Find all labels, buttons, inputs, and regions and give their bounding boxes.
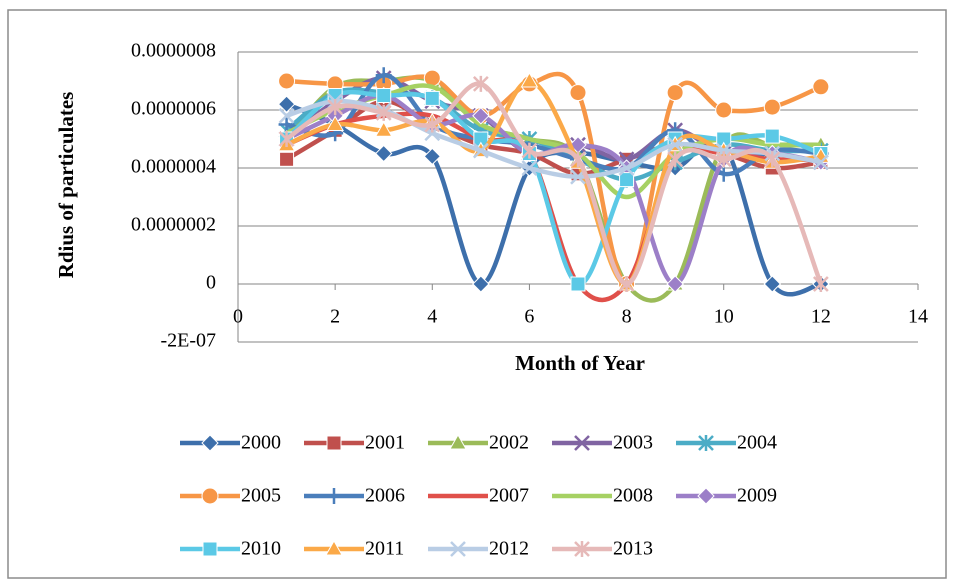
marker (423, 147, 441, 166)
legend-label: 2007 (489, 485, 529, 507)
marker (472, 107, 490, 125)
legend-label: 2009 (737, 485, 777, 507)
legend-marker (697, 487, 715, 505)
legend-marker (574, 435, 590, 451)
marker (812, 276, 829, 292)
legend-label: 2008 (613, 485, 653, 507)
marker (764, 128, 780, 144)
marker (278, 131, 295, 147)
legend-label: 2003 (613, 432, 653, 454)
marker (763, 275, 781, 293)
x-tick-label: 4 (427, 306, 437, 328)
legend-marker (202, 541, 218, 557)
marker (570, 276, 586, 292)
legend-label: 2000 (241, 432, 281, 454)
marker (326, 115, 345, 131)
marker (375, 67, 392, 84)
legend-marker (201, 434, 219, 452)
y-tick-label: 0 (206, 272, 216, 294)
marker (812, 154, 829, 171)
x-axis-title: Month of Year (515, 351, 645, 375)
series (278, 75, 829, 292)
marker (570, 151, 586, 168)
legend-marker (574, 541, 590, 557)
legend-label: 2002 (489, 432, 529, 454)
x-tick-label: 10 (714, 306, 734, 328)
y-tick-label: 0.0000006 (131, 98, 216, 120)
y-axis-title: Rdius of particulates (54, 92, 78, 279)
marker (667, 151, 684, 168)
x-tick-label: 12 (811, 306, 831, 328)
marker (277, 95, 296, 113)
marker (666, 275, 684, 293)
legend-label: 2010 (241, 538, 281, 560)
marker (666, 84, 684, 102)
marker (763, 98, 781, 116)
x-tick-label: 2 (330, 306, 340, 328)
x-tick-label: 6 (524, 306, 534, 328)
marker (764, 151, 781, 168)
marker (278, 107, 295, 124)
legend-marker (449, 433, 467, 450)
y-tick-label: -2E-07 (160, 330, 216, 352)
x-tick-label: 8 (622, 306, 632, 328)
marker (812, 78, 830, 96)
series (278, 69, 830, 293)
marker (520, 71, 539, 88)
x-tick-label: 0 (233, 306, 243, 328)
marker (715, 151, 732, 168)
marker (376, 88, 392, 103)
series (279, 88, 829, 292)
marker (618, 276, 635, 292)
marker (375, 144, 393, 163)
legend-marker (450, 541, 466, 557)
legend-label: 2004 (737, 432, 777, 454)
marker (569, 84, 587, 102)
marker (472, 75, 489, 92)
legend-label: 2013 (613, 538, 653, 560)
marker (667, 136, 684, 153)
marker (278, 116, 295, 133)
legend-label: 2012 (489, 538, 529, 560)
marker (618, 160, 635, 176)
legend-label: 2006 (365, 485, 405, 507)
marker (619, 172, 635, 188)
marker (521, 142, 538, 159)
marker (715, 101, 733, 119)
marker (279, 151, 295, 167)
y-tick-label: 0.0000002 (131, 214, 216, 236)
y-tick-label: 0.0000008 (131, 40, 216, 62)
legend-label: 2005 (241, 485, 281, 507)
marker (278, 72, 296, 90)
legend-marker (698, 435, 714, 451)
legend-marker (325, 539, 343, 556)
x-tick-label: 14 (908, 306, 928, 328)
marker (472, 142, 489, 159)
marker (521, 160, 538, 176)
legend-label: 2011 (365, 538, 404, 560)
legend-marker (326, 435, 342, 451)
legend-marker (201, 487, 219, 505)
marker (424, 116, 441, 133)
marker (472, 275, 490, 293)
y-tick-label: 0.0000004 (131, 156, 216, 178)
marker (374, 121, 393, 137)
marker (327, 99, 344, 116)
legend-marker (326, 488, 342, 504)
marker (375, 104, 392, 121)
legend-label: 2001 (365, 432, 405, 454)
marker (424, 90, 440, 106)
